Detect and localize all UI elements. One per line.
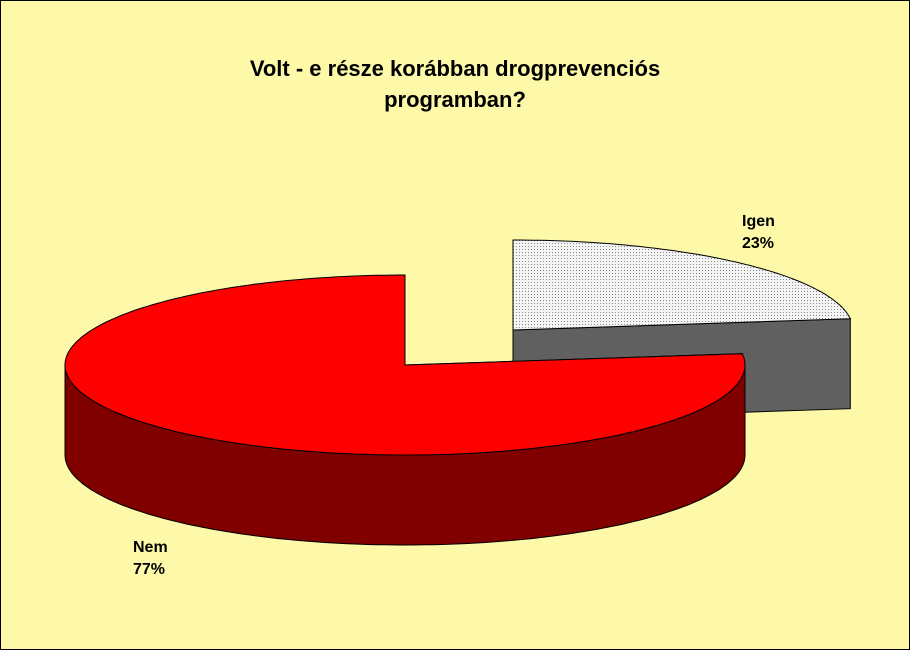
slice-value-label: 77% bbox=[133, 561, 165, 578]
slice-label: Igen bbox=[742, 213, 775, 230]
slice bbox=[64, 274, 746, 456]
slice-label: Nem bbox=[133, 539, 168, 556]
chart-title: programban? bbox=[384, 87, 526, 112]
slice bbox=[512, 239, 852, 331]
slice-value-label: 23% bbox=[742, 235, 774, 252]
chart-title: Volt - e része korábban drogprevenciós bbox=[250, 56, 660, 81]
